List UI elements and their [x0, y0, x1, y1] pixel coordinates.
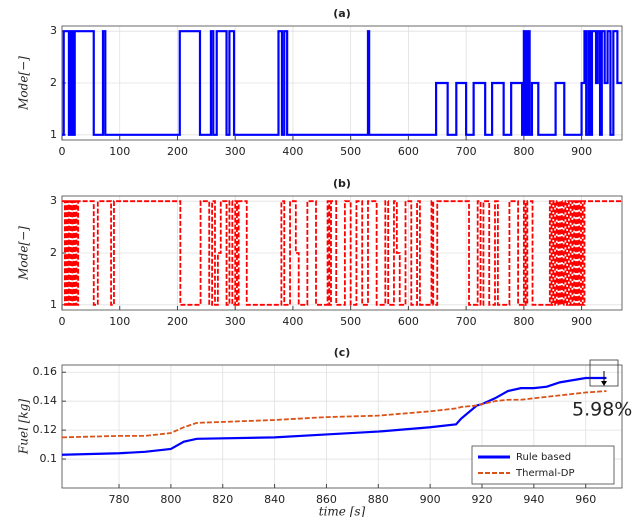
x-tick-label: 100 — [109, 145, 130, 158]
x-tick-label: 900 — [420, 493, 441, 506]
x-tick-label: 700 — [456, 145, 477, 158]
x-tick-label: 300 — [225, 315, 246, 328]
y-tick-label: 3 — [50, 24, 57, 37]
x-tick-label: 200 — [167, 315, 188, 328]
x-tick-label: 960 — [575, 493, 596, 506]
y-tick-label: 1 — [50, 128, 57, 141]
x-tick-label: 800 — [513, 315, 534, 328]
x-tick-label: 920 — [472, 493, 493, 506]
legend-label: Thermal-DP — [515, 468, 575, 479]
x-axis-label: time [s] — [319, 505, 366, 517]
data-line — [62, 376, 607, 456]
x-tick-label: 820 — [212, 493, 233, 506]
y-axis-label: Mode[−] — [17, 226, 31, 281]
x-tick-label: 400 — [282, 145, 303, 158]
legend-box — [471, 445, 615, 485]
y-tick-label: 1 — [50, 298, 57, 311]
x-tick-label: 860 — [316, 493, 337, 506]
arrow-head — [601, 381, 607, 386]
y-axis-label: Mode[−] — [17, 56, 31, 111]
x-tick-label: 300 — [225, 145, 246, 158]
x-tick-label: 100 — [109, 315, 130, 328]
annotation: 5.98% — [572, 399, 632, 421]
y-tick-label: 2 — [50, 76, 57, 89]
x-tick-label: 200 — [167, 145, 188, 158]
x-tick-label: 840 — [264, 493, 285, 506]
x-tick-label: 500 — [340, 145, 361, 158]
x-tick-label: 500 — [340, 315, 361, 328]
y-tick-label: 3 — [50, 194, 57, 207]
axes-frame — [61, 195, 623, 311]
x-tick-label: 880 — [368, 493, 389, 506]
subplot-title: (c) — [334, 346, 351, 359]
x-tick-label: 940 — [523, 493, 544, 506]
y-tick-label: 0.16 — [33, 365, 58, 378]
subplot-title: (b) — [333, 177, 351, 190]
x-tick-label: 700 — [456, 315, 477, 328]
data-line — [62, 390, 607, 439]
y-tick-label: 2 — [50, 246, 57, 259]
y-axis-label: Fuel [kg] — [17, 399, 31, 455]
x-tick-label: 900 — [571, 315, 592, 328]
x-tick-label: 800 — [160, 493, 181, 506]
x-tick-label: 0 — [59, 315, 66, 328]
x-tick-label: 0 — [59, 145, 66, 158]
axes-frame — [61, 364, 623, 489]
x-tick-label: 780 — [109, 493, 130, 506]
legend-label: Rule based — [516, 452, 571, 463]
y-tick-label: 0.1 — [40, 452, 58, 465]
data-line — [62, 30, 622, 136]
data-line — [62, 200, 622, 306]
x-tick-label: 600 — [398, 145, 419, 158]
subplot-title: (a) — [333, 7, 350, 20]
x-tick-label: 600 — [398, 315, 419, 328]
y-tick-label: 0.12 — [33, 423, 58, 436]
x-tick-label: 800 — [513, 145, 534, 158]
x-tick-label: 900 — [571, 145, 592, 158]
y-tick-label: 0.14 — [33, 394, 58, 407]
x-tick-label: 400 — [282, 315, 303, 328]
